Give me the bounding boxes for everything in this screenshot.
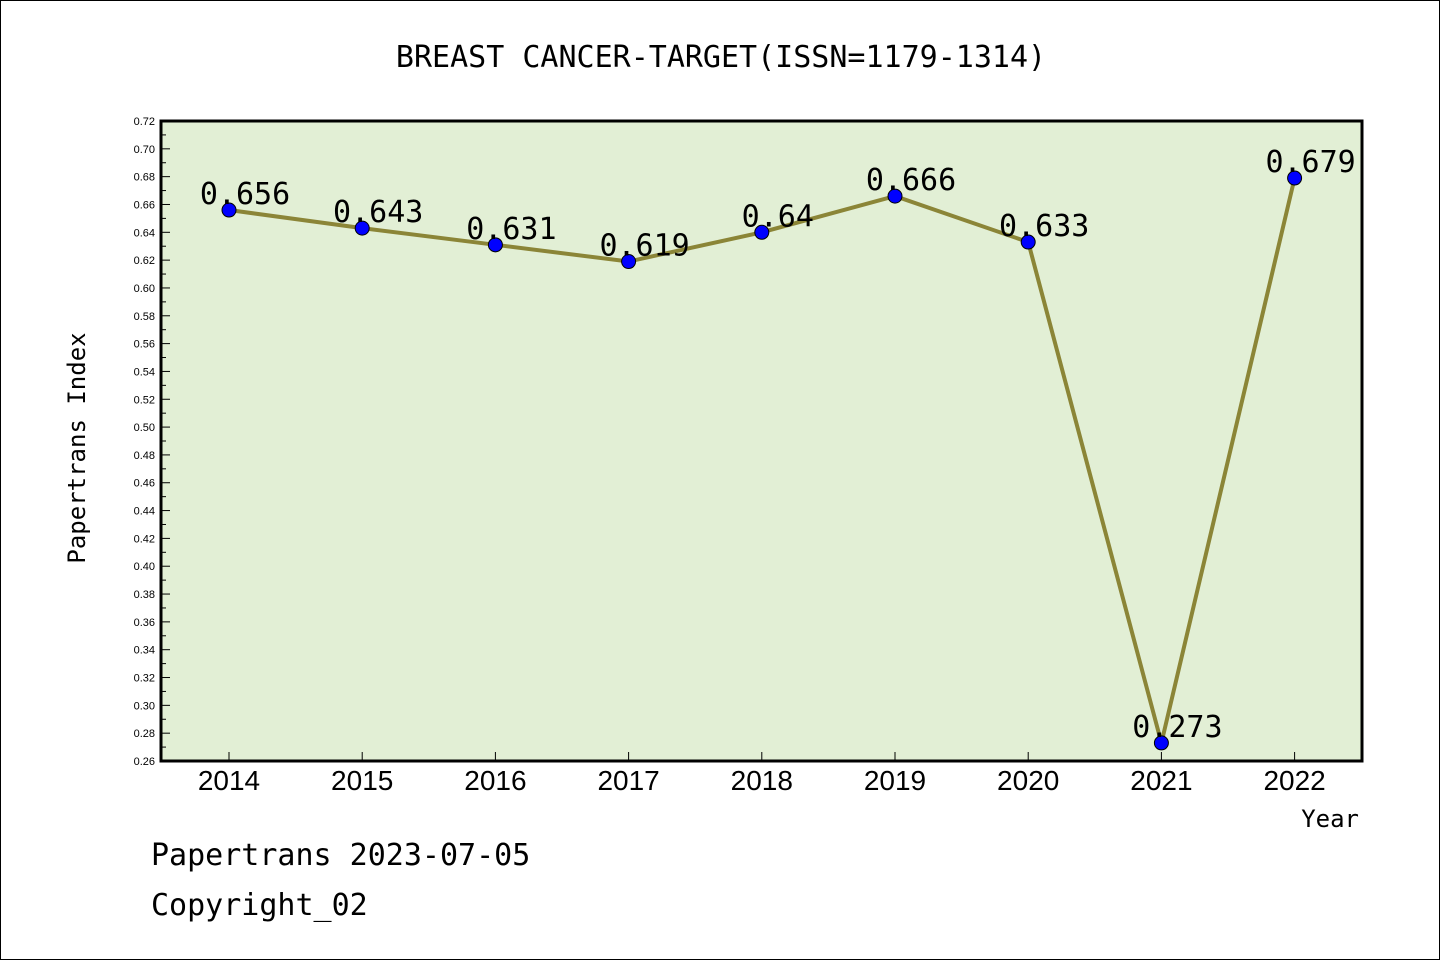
y-tick-label: 0.40 bbox=[134, 561, 155, 573]
data-label: 0.643 bbox=[333, 195, 423, 230]
y-tick-label: 0.28 bbox=[134, 728, 155, 740]
y-tick-label: 0.58 bbox=[134, 311, 155, 323]
data-label: 0.619 bbox=[599, 229, 689, 264]
x-axis-label: Year bbox=[1301, 805, 1359, 833]
x-tick-label: 2019 bbox=[864, 765, 926, 796]
y-tick-label: 0.50 bbox=[134, 422, 155, 434]
footer-copyright: Copyright_02 bbox=[151, 888, 368, 923]
data-label: 0.64 bbox=[742, 199, 814, 234]
y-tick-label: 0.34 bbox=[134, 645, 155, 657]
x-tick-label: 2022 bbox=[1263, 765, 1325, 796]
y-tick-label: 0.62 bbox=[134, 255, 155, 267]
y-tick-label: 0.32 bbox=[134, 673, 155, 685]
data-point bbox=[1287, 170, 1303, 186]
y-tick-label: 0.70 bbox=[134, 144, 155, 156]
data-point bbox=[1020, 234, 1036, 250]
x-tick-label: 2014 bbox=[198, 765, 260, 796]
y-tick-label: 0.48 bbox=[134, 450, 155, 462]
y-tick-label: 0.64 bbox=[134, 227, 155, 239]
y-tick-label: 0.54 bbox=[134, 366, 155, 378]
y-tick-label: 0.60 bbox=[134, 283, 155, 295]
data-point bbox=[221, 202, 237, 218]
x-tick-label: 2018 bbox=[731, 765, 793, 796]
footer-date: Papertrans 2023-07-05 bbox=[151, 838, 530, 873]
data-label: 0.666 bbox=[866, 163, 956, 198]
data-point bbox=[354, 220, 370, 236]
data-point bbox=[487, 237, 503, 253]
y-tick-label: 0.52 bbox=[134, 394, 155, 406]
y-tick-label: 0.56 bbox=[134, 339, 155, 351]
data-point bbox=[754, 224, 770, 240]
data-label: 0.679 bbox=[1265, 145, 1355, 180]
data-label: 0.656 bbox=[200, 177, 290, 212]
y-axis: 0.26 0.28 0.30 0.32 0.34 0.36 0.38 0.40 0.42 0.44… bbox=[134, 116, 170, 768]
x-tick-label: 2021 bbox=[1130, 765, 1192, 796]
y-tick-label: 0.46 bbox=[134, 478, 155, 490]
data-label: 0.633 bbox=[999, 209, 1089, 244]
y-tick-label: 0.30 bbox=[134, 700, 155, 712]
x-tick-label: 2017 bbox=[597, 765, 659, 796]
chart-title: BREAST CANCER-TARGET(ISSN=1179-1314) bbox=[396, 40, 1046, 75]
data-label: 0.631 bbox=[466, 212, 556, 247]
x-tick-label: 2015 bbox=[331, 765, 393, 796]
y-tick-label: 0.68 bbox=[134, 172, 155, 184]
y-tick-label: 0.42 bbox=[134, 533, 155, 545]
data-point bbox=[621, 254, 637, 270]
y-tick-label: 0.44 bbox=[134, 506, 155, 518]
y-tick-label: 0.66 bbox=[134, 199, 155, 211]
x-axis: 2014 2015 2016 2017 2018 2019 2020 2021 2022 bbox=[198, 752, 1326, 796]
data-point bbox=[1153, 735, 1169, 751]
y-tick-label: 0.38 bbox=[134, 589, 155, 601]
data-point bbox=[887, 188, 903, 204]
series-layer: 0.656 0.643 0.631 0.619 0.64 0.666 0.633 0.273 0… bbox=[200, 145, 1356, 751]
x-tick-label: 2020 bbox=[997, 765, 1059, 796]
y-axis-label: Papertrans Index bbox=[63, 332, 91, 563]
data-label: 0.273 bbox=[1132, 710, 1222, 745]
y-tick-label: 0.36 bbox=[134, 617, 155, 629]
x-tick-label: 2016 bbox=[464, 765, 526, 796]
y-tick-label: 0.72 bbox=[134, 116, 155, 128]
y-tick-label: 0.26 bbox=[134, 756, 155, 768]
